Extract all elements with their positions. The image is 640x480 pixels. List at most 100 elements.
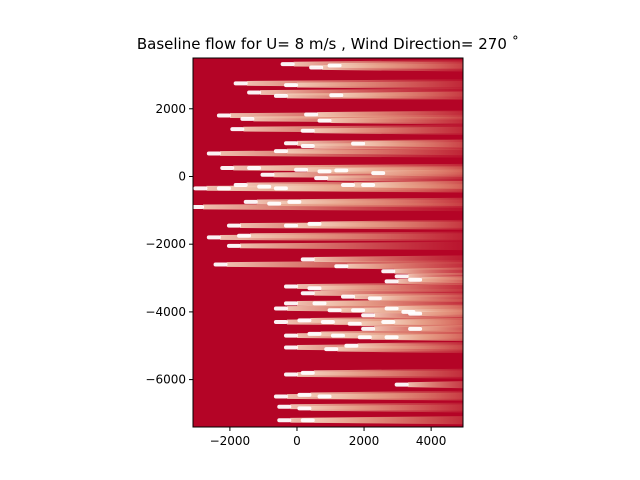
x-tick-label: −2000 xyxy=(210,434,251,448)
turbine-rotor-83 xyxy=(273,394,288,399)
wake-69 xyxy=(394,318,463,326)
wake-11 xyxy=(330,116,463,125)
turbine-rotor-9 xyxy=(240,116,255,121)
wake-81 xyxy=(313,368,463,377)
turbine-rotor-54 xyxy=(340,294,355,299)
wake-85 xyxy=(330,392,463,401)
turbine-rotor-33 xyxy=(361,182,376,187)
x-tick-label: 2000 xyxy=(349,434,380,448)
turbine-rotor-81 xyxy=(300,370,315,375)
turbine-rotor-35 xyxy=(267,201,282,206)
wake-7 xyxy=(342,91,463,100)
turbine-rotor-85 xyxy=(317,394,332,399)
wake-45 xyxy=(313,255,463,264)
turbine-rotor-78 xyxy=(324,347,339,352)
turbine-rotor-49 xyxy=(408,277,423,282)
turbine-rotor-18 xyxy=(273,149,288,154)
turbine-rotor-39 xyxy=(283,223,298,228)
turbine-rotor-13 xyxy=(300,128,315,133)
turbine-rotor-38 xyxy=(226,223,241,228)
turbine-rotor-50 xyxy=(384,279,399,284)
turbine-rotor-3 xyxy=(233,81,248,86)
turbine-rotor-24 xyxy=(371,171,386,176)
turbine-rotor-73 xyxy=(307,331,322,336)
turbine-rotor-14 xyxy=(283,141,298,146)
turbine-rotor-52 xyxy=(307,286,322,291)
turbine-rotor-74 xyxy=(330,333,345,338)
x-axis: −2000 0 2000 4000 xyxy=(210,427,446,448)
turbine-rotor-47 xyxy=(381,269,396,274)
y-tick-label: 0 xyxy=(178,169,186,183)
y-axis: 2000 0 −2000 −4000 −6000 xyxy=(145,102,193,387)
turbine-rotor-10 xyxy=(304,112,319,117)
turbine-rotor-51 xyxy=(283,284,298,289)
turbine-rotor-17 xyxy=(206,151,221,156)
turbine-rotor-28 xyxy=(216,186,231,191)
turbine-rotor-21 xyxy=(294,167,309,172)
turbine-rotor-2 xyxy=(327,63,342,68)
turbine-rotor-75 xyxy=(357,335,372,340)
turbine-rotor-12 xyxy=(230,127,245,132)
turbine-rotor-88 xyxy=(277,418,292,423)
turbine-rotor-79 xyxy=(344,343,359,348)
turbine-rotor-64 xyxy=(361,313,376,318)
turbine-rotor-71 xyxy=(361,326,376,331)
wake-76 xyxy=(397,333,463,341)
plot-area xyxy=(192,57,464,428)
turbine-rotor-5 xyxy=(247,90,262,95)
turbine-rotor-0 xyxy=(280,62,295,67)
turbine-rotor-77 xyxy=(283,345,298,350)
turbine-rotor-1 xyxy=(309,65,324,70)
turbine-rotor-55 xyxy=(367,296,382,301)
turbine-layer xyxy=(193,62,423,423)
turbine-rotor-82 xyxy=(394,382,409,387)
turbine-rotor-41 xyxy=(206,235,221,240)
turbine-rotor-15 xyxy=(300,144,315,149)
wake-89 xyxy=(313,416,463,425)
turbine-rotor-86 xyxy=(277,404,292,409)
turbine-rotor-43 xyxy=(226,243,241,248)
y-tick-label: −2000 xyxy=(145,237,186,251)
turbine-rotor-87 xyxy=(297,406,312,411)
wake-13 xyxy=(313,126,463,135)
turbine-rotor-26 xyxy=(314,176,329,181)
turbine-rotor-37 xyxy=(193,204,205,209)
y-tick-label: −4000 xyxy=(145,305,186,319)
turbine-rotor-6 xyxy=(273,93,288,98)
turbine-rotor-66 xyxy=(297,318,312,323)
turbine-rotor-84 xyxy=(297,392,312,397)
turbine-rotor-63 xyxy=(408,311,423,316)
wake-43 xyxy=(239,241,463,251)
turbine-rotor-45 xyxy=(300,257,315,262)
turbine-rotor-89 xyxy=(300,418,315,423)
turbine-rotor-59 xyxy=(327,308,342,313)
wake-2 xyxy=(340,61,463,70)
turbine-rotor-25 xyxy=(260,172,275,177)
turbine-rotor-61 xyxy=(384,306,399,311)
turbine-rotor-72 xyxy=(283,333,298,338)
turbine-rotor-19 xyxy=(220,166,235,171)
wake-42 xyxy=(250,231,463,240)
wake-4 xyxy=(296,80,463,90)
turbine-rotor-7 xyxy=(329,93,344,98)
turbine-rotor-11 xyxy=(317,118,332,123)
turbine-rotor-42 xyxy=(237,233,252,238)
turbine-rotor-65 xyxy=(273,320,288,325)
turbine-rotor-22 xyxy=(317,169,332,174)
turbine-rotor-80 xyxy=(283,372,298,377)
y-tick-label: 2000 xyxy=(155,102,186,116)
turbine-rotor-32 xyxy=(340,182,355,187)
wake-40 xyxy=(320,219,463,228)
turbine-rotor-57 xyxy=(312,301,327,306)
turbine-rotor-68 xyxy=(347,321,362,326)
turbine-rotor-36 xyxy=(287,199,302,204)
wake-layer xyxy=(203,59,463,425)
y-tick-label: −6000 xyxy=(145,373,186,387)
chart-title: Baseline flow for U= 8 m/s , Wind Direct… xyxy=(137,35,519,53)
turbine-rotor-16 xyxy=(351,141,366,146)
turbine-rotor-58 xyxy=(273,306,288,311)
turbine-rotor-69 xyxy=(381,320,396,325)
turbine-rotor-8 xyxy=(216,113,231,118)
turbine-rotor-27 xyxy=(193,186,208,191)
turbine-rotor-60 xyxy=(351,308,366,313)
